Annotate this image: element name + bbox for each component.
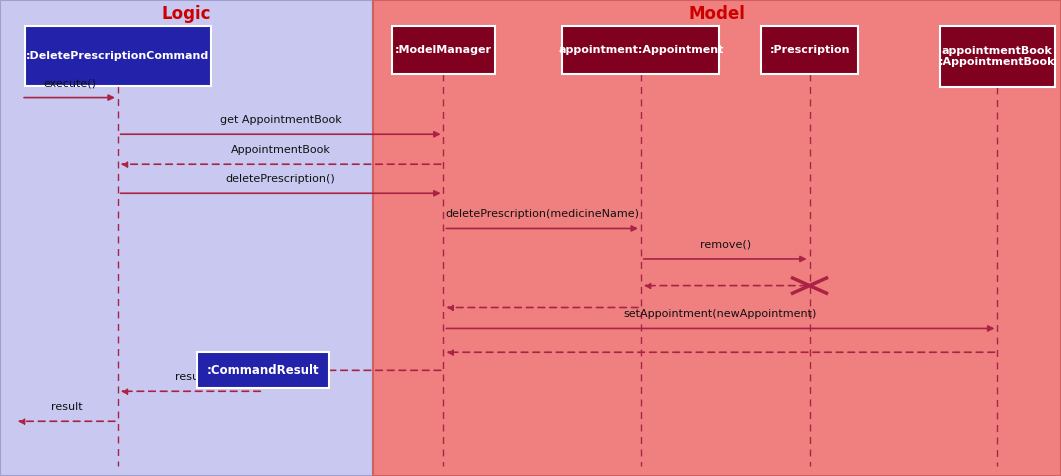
Text: remove(): remove() — [699, 239, 751, 249]
FancyBboxPatch shape — [196, 352, 329, 388]
Text: setAppointment(newAppointment): setAppointment(newAppointment) — [624, 309, 817, 319]
Bar — [0, 0, 373, 476]
Bar — [373, 0, 1061, 476]
Text: deletePrescription(): deletePrescription() — [226, 174, 335, 184]
Text: get AppointmentBook: get AppointmentBook — [220, 115, 342, 125]
Text: appointmentBook
:AppointmentBook: appointmentBook :AppointmentBook — [939, 46, 1056, 68]
Text: execute(): execute() — [44, 78, 95, 88]
Text: Logic: Logic — [162, 5, 211, 23]
Text: :ModelManager: :ModelManager — [395, 45, 492, 55]
Text: deletePrescription(medicineName): deletePrescription(medicineName) — [446, 209, 639, 219]
Text: AppointmentBook: AppointmentBook — [230, 145, 331, 155]
Text: Model: Model — [689, 5, 746, 23]
Text: result: result — [175, 372, 206, 382]
FancyBboxPatch shape — [761, 26, 858, 74]
Text: :Prescription: :Prescription — [769, 45, 850, 55]
FancyBboxPatch shape — [940, 26, 1055, 87]
Text: :CommandResult: :CommandResult — [207, 364, 319, 377]
Text: result: result — [51, 402, 82, 412]
FancyBboxPatch shape — [392, 26, 495, 74]
Text: :DeletePrescriptionCommand: :DeletePrescriptionCommand — [27, 51, 209, 61]
Text: appointment:Appointment: appointment:Appointment — [558, 45, 724, 55]
FancyBboxPatch shape — [25, 26, 210, 86]
FancyBboxPatch shape — [562, 26, 719, 74]
